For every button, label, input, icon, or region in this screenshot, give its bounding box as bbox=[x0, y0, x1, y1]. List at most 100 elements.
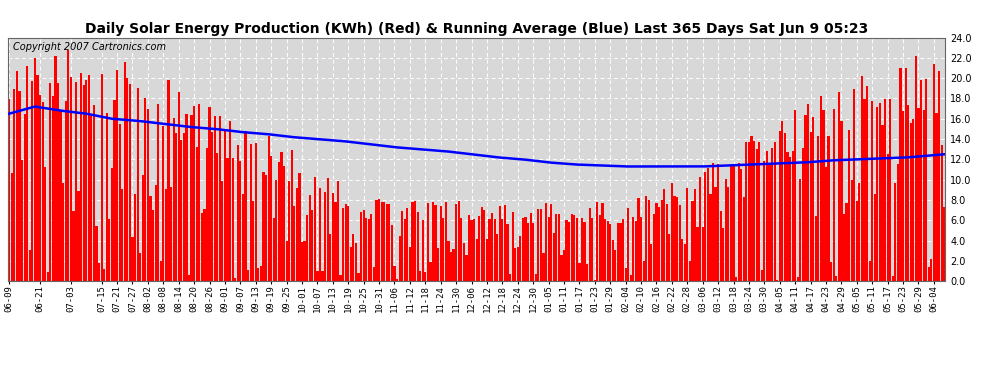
Bar bbox=[496, 234, 498, 281]
Bar bbox=[373, 267, 375, 281]
Bar bbox=[594, 280, 596, 281]
Bar bbox=[154, 184, 156, 281]
Bar bbox=[640, 216, 643, 281]
Bar bbox=[142, 175, 144, 281]
Bar bbox=[319, 188, 321, 281]
Bar bbox=[499, 206, 501, 281]
Bar bbox=[607, 221, 609, 281]
Bar bbox=[522, 217, 524, 281]
Bar bbox=[34, 58, 36, 281]
Bar bbox=[378, 199, 380, 281]
Bar bbox=[360, 212, 362, 281]
Bar bbox=[345, 204, 346, 281]
Bar bbox=[475, 239, 478, 281]
Bar bbox=[132, 237, 134, 281]
Bar bbox=[897, 164, 899, 281]
Bar bbox=[175, 133, 177, 281]
Bar bbox=[609, 224, 612, 281]
Bar bbox=[75, 82, 77, 281]
Bar bbox=[157, 105, 159, 281]
Bar bbox=[758, 142, 760, 281]
Bar bbox=[936, 113, 938, 281]
Bar bbox=[943, 207, 945, 281]
Bar bbox=[19, 91, 21, 281]
Bar bbox=[797, 277, 799, 281]
Bar bbox=[486, 238, 488, 281]
Bar bbox=[137, 88, 139, 281]
Bar bbox=[42, 102, 44, 281]
Bar bbox=[635, 220, 637, 281]
Bar bbox=[491, 213, 493, 281]
Bar bbox=[887, 154, 889, 281]
Bar bbox=[98, 263, 100, 281]
Bar bbox=[855, 201, 858, 281]
Bar bbox=[538, 209, 540, 281]
Bar bbox=[747, 142, 750, 281]
Bar bbox=[863, 99, 865, 281]
Bar bbox=[745, 142, 747, 281]
Bar bbox=[773, 142, 776, 281]
Bar bbox=[681, 239, 683, 281]
Bar bbox=[188, 274, 190, 281]
Bar bbox=[24, 114, 26, 281]
Bar bbox=[627, 208, 630, 281]
Bar bbox=[894, 183, 897, 281]
Bar bbox=[227, 158, 229, 281]
Bar bbox=[298, 173, 301, 281]
Bar bbox=[193, 106, 195, 281]
Bar bbox=[357, 273, 359, 281]
Bar bbox=[337, 181, 339, 281]
Bar bbox=[151, 210, 154, 281]
Bar bbox=[224, 131, 226, 281]
Bar bbox=[211, 132, 213, 281]
Bar bbox=[249, 144, 251, 281]
Bar bbox=[185, 114, 187, 281]
Bar bbox=[430, 262, 432, 281]
Bar bbox=[858, 183, 860, 281]
Bar bbox=[861, 76, 863, 281]
Bar bbox=[462, 243, 465, 281]
Bar bbox=[80, 73, 82, 281]
Bar bbox=[39, 95, 42, 281]
Bar bbox=[836, 276, 838, 281]
Bar bbox=[540, 210, 542, 281]
Bar bbox=[786, 152, 789, 281]
Bar bbox=[866, 86, 868, 281]
Bar bbox=[910, 123, 912, 281]
Bar bbox=[304, 240, 306, 281]
Bar bbox=[32, 81, 34, 281]
Bar bbox=[335, 202, 337, 281]
Bar bbox=[544, 203, 547, 281]
Bar bbox=[134, 194, 137, 281]
Bar bbox=[468, 216, 470, 281]
Bar bbox=[114, 100, 116, 281]
Bar bbox=[853, 89, 855, 281]
Bar bbox=[755, 148, 757, 281]
Bar bbox=[733, 165, 735, 281]
Bar bbox=[50, 83, 51, 281]
Bar bbox=[183, 133, 185, 281]
Bar bbox=[712, 162, 714, 281]
Bar bbox=[905, 68, 907, 281]
Bar bbox=[514, 248, 517, 281]
Bar bbox=[283, 166, 285, 281]
Bar bbox=[293, 207, 295, 281]
Bar bbox=[591, 218, 593, 281]
Bar bbox=[931, 259, 933, 281]
Bar bbox=[504, 205, 506, 281]
Bar bbox=[728, 186, 730, 281]
Bar bbox=[776, 280, 778, 281]
Bar bbox=[149, 196, 151, 281]
Bar bbox=[309, 195, 311, 281]
Bar bbox=[488, 219, 491, 281]
Bar bbox=[625, 268, 627, 281]
Bar bbox=[51, 96, 54, 281]
Bar bbox=[383, 202, 385, 281]
Bar bbox=[760, 270, 763, 281]
Bar bbox=[512, 212, 514, 281]
Bar bbox=[342, 208, 345, 281]
Bar bbox=[145, 98, 147, 281]
Bar bbox=[235, 278, 237, 281]
Bar bbox=[265, 175, 267, 281]
Bar bbox=[802, 148, 804, 281]
